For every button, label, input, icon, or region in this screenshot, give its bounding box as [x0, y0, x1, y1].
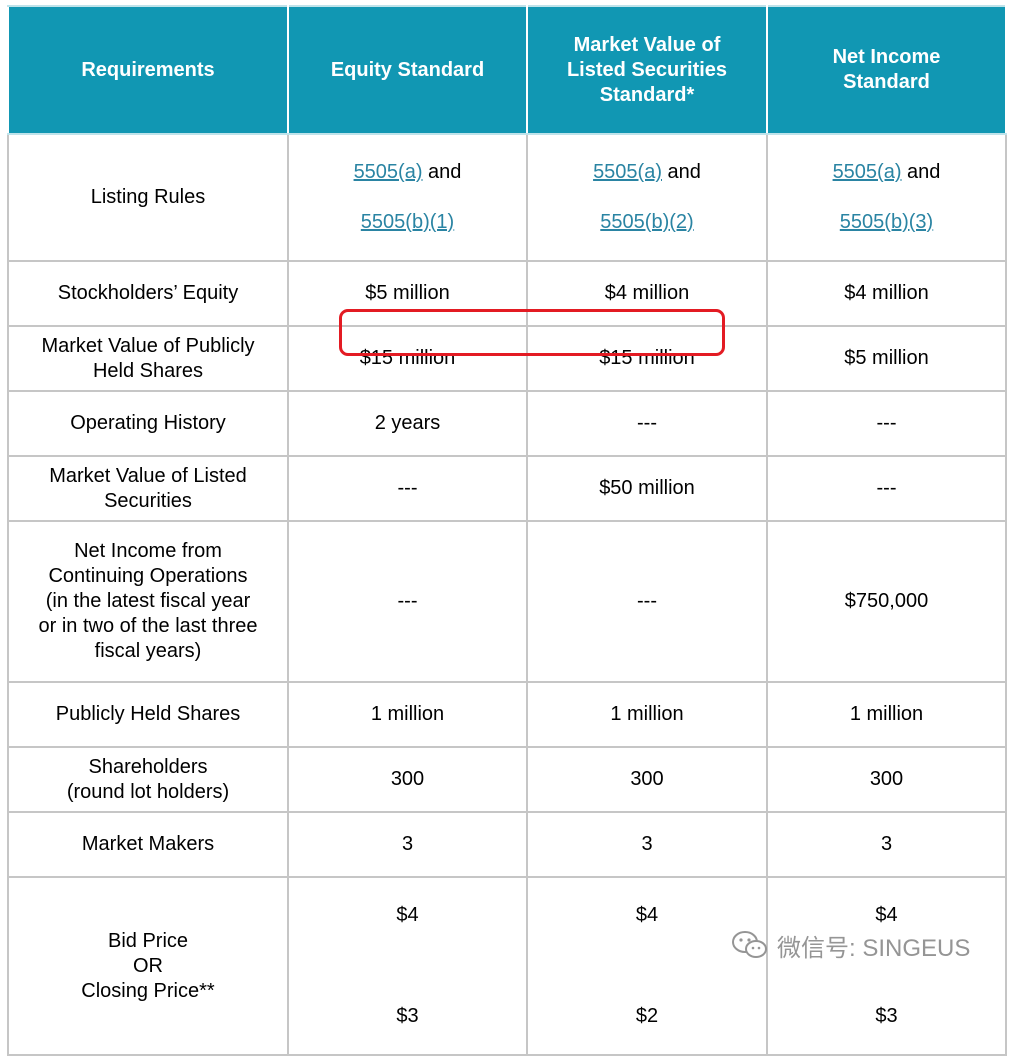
cell-net-income-listing-rules: 5505(a) and 5505(b)(3)	[766, 133, 1007, 262]
rule-joiner: and	[422, 161, 462, 183]
rule-link-5505b3[interactable]: 5505(b)(3)	[839, 211, 934, 233]
cell-net-income: ---	[766, 390, 1007, 457]
closing-price-value: $3	[875, 1005, 898, 1027]
cell-mvls: ---	[526, 390, 768, 457]
row-label: Market Value of Listed Securities	[7, 455, 289, 522]
table-row: Market Makers 3 3 3	[7, 811, 1007, 878]
cell-equity: 2 years	[287, 390, 528, 457]
table-row: Net Income from Continuing Operations (i…	[7, 520, 1007, 683]
table-row: Shareholders (round lot holders) 300 300…	[7, 746, 1007, 813]
price-spacer	[295, 953, 520, 979]
row-label: Market Makers	[7, 811, 289, 878]
cell-net-income-price: $4 $3	[766, 876, 1007, 1056]
cell-equity: $15 million	[287, 325, 528, 392]
cell-equity: 300	[287, 746, 528, 813]
header-mvls-standard: Market Value of Listed Securities Standa…	[526, 5, 768, 135]
rule-link-5505a[interactable]: 5505(a)	[832, 161, 902, 183]
table-row: Market Value of Publicly Held Shares $15…	[7, 325, 1007, 392]
closing-price-value: $3	[396, 1005, 419, 1027]
bid-price-value: $4	[635, 904, 659, 926]
cell-net-income: $4 million	[766, 260, 1007, 327]
table-row: Publicly Held Shares 1 million 1 million…	[7, 681, 1007, 748]
rule-link-5505a[interactable]: 5505(a)	[353, 161, 423, 183]
row-label: Stockholders’ Equity	[7, 260, 289, 327]
row-label: Listing Rules	[7, 133, 289, 262]
rule-joiner: and	[662, 161, 701, 183]
table-row: Bid Price OR Closing Price** $4 $3 $4 $2…	[7, 876, 1007, 1056]
bid-price-value: $4	[396, 904, 419, 926]
header-net-income-standard: Net Income Standard	[766, 5, 1007, 135]
wechat-icon	[732, 931, 767, 958]
header-row: Requirements Equity Standard Market Valu…	[7, 5, 1007, 135]
cell-net-income: 3	[766, 811, 1007, 878]
table-row: Operating History 2 years --- ---	[7, 390, 1007, 457]
cell-net-income: 1 million	[766, 681, 1007, 748]
row-label: Shareholders (round lot holders)	[7, 746, 289, 813]
row-label: Bid Price OR Closing Price**	[7, 876, 289, 1056]
table-row: Market Value of Listed Securities --- $5…	[7, 455, 1007, 522]
cell-equity-price: $4 $3	[287, 876, 528, 1056]
table-row: Stockholders’ Equity $5 million $4 milli…	[7, 260, 1007, 327]
cell-mvls: 300	[526, 746, 768, 813]
cell-equity-listing-rules: 5505(a) and 5505(b)(1)	[287, 133, 528, 262]
cell-net-income: ---	[766, 455, 1007, 522]
listing-requirements-table-wrapper: Requirements Equity Standard Market Valu…	[7, 5, 1007, 1056]
cell-equity: 3	[287, 811, 528, 878]
cell-equity: 1 million	[287, 681, 528, 748]
price-spacer	[534, 953, 760, 979]
rule-joiner: and	[901, 161, 941, 183]
header-equity-standard: Equity Standard	[287, 5, 528, 135]
cell-net-income: $5 million	[766, 325, 1007, 392]
cell-net-income: $750,000	[766, 520, 1007, 683]
row-label: Market Value of Publicly Held Shares	[7, 325, 289, 392]
watermark-text: 微信号: SINGEUS	[777, 934, 971, 962]
cell-mvls: $50 million	[526, 455, 768, 522]
rule-link-5505b2[interactable]: 5505(b)(2)	[600, 211, 694, 233]
bid-price-value: $4	[875, 904, 898, 926]
row-label: Operating History	[7, 390, 289, 457]
header-requirements: Requirements	[7, 5, 289, 135]
row-label: Publicly Held Shares	[7, 681, 289, 748]
cell-mvls: $4 million	[526, 260, 768, 327]
cell-mvls: 3	[526, 811, 768, 878]
cell-mvls: ---	[526, 520, 768, 683]
cell-equity: ---	[287, 455, 528, 522]
cell-net-income: 300	[766, 746, 1007, 813]
closing-price-value: $2	[635, 1005, 659, 1027]
cell-mvls-listing-rules: 5505(a) and 5505(b)(2)	[526, 133, 768, 262]
rule-link-5505a[interactable]: 5505(a)	[593, 161, 662, 183]
row-label: Net Income from Continuing Operations (i…	[7, 520, 289, 683]
cell-mvls-price: $4 $2	[526, 876, 768, 1056]
listing-requirements-table: Requirements Equity Standard Market Valu…	[7, 5, 1007, 1056]
cell-equity: $5 million	[287, 260, 528, 327]
cell-equity: ---	[287, 520, 528, 683]
table-row: Listing Rules 5505(a) and 5505(b)(1) 550…	[7, 133, 1007, 262]
watermark: 微信号: SINGEUS	[731, 928, 970, 962]
cell-mvls: $15 million	[526, 325, 768, 392]
cell-mvls: 1 million	[526, 681, 768, 748]
rule-link-5505b1[interactable]: 5505(b)(1)	[360, 211, 455, 233]
